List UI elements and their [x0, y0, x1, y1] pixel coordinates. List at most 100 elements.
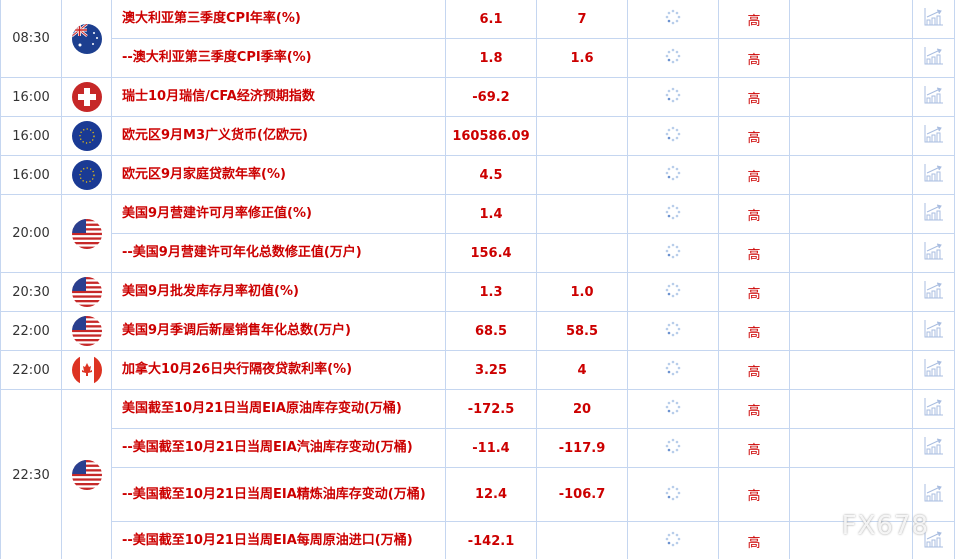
canada-flag-icon: [71, 355, 102, 385]
forecast-value: [536, 155, 628, 195]
event-name[interactable]: 美国9月批发库存月率初值(%): [111, 272, 446, 312]
blank-cell: [789, 428, 913, 468]
event-name[interactable]: 欧元区9月家庭贷款年率(%): [111, 155, 446, 195]
actual-value: [627, 272, 719, 312]
table-row: 08:30 澳大利亚第三季度CPI年率(%) 6.1 7 高: [0, 0, 955, 78]
event-name[interactable]: --美国截至10月21日当周EIA每周原油进口(万桶): [111, 521, 446, 559]
blank-cell: [789, 0, 913, 39]
chart-button[interactable]: [912, 428, 955, 468]
chart-button[interactable]: [912, 194, 955, 234]
bar-chart-icon: [924, 86, 944, 108]
importance: 高: [718, 233, 790, 273]
event-time: 16:00: [0, 77, 62, 117]
event-name[interactable]: 美国截至10月21日当周EIA原油库存变动(万桶): [111, 389, 446, 429]
bar-chart-icon: [924, 164, 944, 186]
event-time: 08:30: [0, 0, 62, 78]
event-name[interactable]: --美国截至10月21日当周EIA汽油库存变动(万桶): [111, 428, 446, 468]
event-name[interactable]: 澳大利亚第三季度CPI年率(%): [111, 0, 446, 39]
actual-value: [627, 38, 719, 78]
bar-chart-icon: [924, 320, 944, 342]
event-time: 22:30: [0, 389, 62, 559]
switzerland-flag-icon: [71, 82, 102, 112]
previous-value: -142.1: [445, 521, 537, 559]
loading-spinner-icon: [665, 485, 681, 505]
bar-chart-icon: [924, 125, 944, 147]
table-row: --美国9月营建许可年化总数修正值(万户) 156.4 高: [1, 233, 955, 273]
chart-button[interactable]: [912, 233, 955, 273]
actual-value: [627, 428, 719, 468]
chart-button[interactable]: [912, 389, 955, 429]
event-name[interactable]: 美国9月季调后新屋销售年化总数(万户): [111, 311, 446, 351]
loading-spinner-icon: [665, 243, 681, 263]
actual-value: [627, 233, 719, 273]
blank-cell: [789, 389, 913, 429]
eu-flag-icon: [71, 160, 102, 190]
chart-button[interactable]: [912, 116, 955, 156]
event-name[interactable]: 加拿大10月26日央行隔夜贷款利率(%): [111, 350, 446, 390]
bar-chart-icon: [924, 398, 944, 420]
loading-spinner-icon: [665, 87, 681, 107]
actual-value: [627, 155, 719, 195]
watermark: FX678: [841, 511, 929, 541]
importance: 高: [718, 467, 790, 522]
previous-value: 6.1: [445, 0, 537, 39]
blank-cell: [789, 77, 913, 117]
chart-button[interactable]: [912, 521, 955, 559]
blank-cell: [789, 311, 913, 351]
chart-button[interactable]: [912, 0, 955, 39]
table-row: --美国截至10月21日当周EIA每周原油进口(万桶) -142.1 高: [1, 521, 955, 559]
previous-value: 4.5: [445, 155, 537, 195]
blank-cell: [789, 155, 913, 195]
event-time: 16:00: [0, 155, 62, 195]
bar-chart-icon: [924, 483, 944, 506]
usa-flag-icon: [71, 218, 102, 249]
event-name[interactable]: 欧元区9月M3广义货币(亿欧元): [111, 116, 446, 156]
importance: 高: [718, 272, 790, 312]
australia-flag-icon: [71, 23, 102, 54]
event-name[interactable]: 瑞士10月瑞信/CFA经济预期指数: [111, 77, 446, 117]
chart-button[interactable]: [912, 311, 955, 351]
table-row: --美国截至10月21日当周EIA精炼油库存变动(万桶) 12.4 -106.7 高: [1, 467, 955, 522]
event-name[interactable]: 美国9月营建许可月率修正值(%): [111, 194, 446, 234]
previous-value: -11.4: [445, 428, 537, 468]
blank-cell: [789, 233, 913, 273]
blank-cell: [789, 194, 913, 234]
forecast-value: -106.7: [536, 467, 628, 522]
table-row: --美国截至10月21日当周EIA汽油库存变动(万桶) -11.4 -117.9 高: [1, 428, 955, 468]
chart-button[interactable]: [912, 155, 955, 195]
blank-cell: [789, 272, 913, 312]
actual-value: [627, 521, 719, 559]
previous-value: -69.2: [445, 77, 537, 117]
table-row: 20:00 美国9月营建许可月率修正值(%) 1.4 高: [0, 194, 955, 273]
importance: 高: [718, 38, 790, 78]
blank-cell: [789, 38, 913, 78]
table-row: 20:30 美国9月批发库存月率初值(%) 1.3 1.0 高: [0, 272, 955, 312]
forecast-value: 1.0: [536, 272, 628, 312]
event-name[interactable]: --美国截至10月21日当周EIA精炼油库存变动(万桶): [111, 467, 446, 522]
chart-button[interactable]: [912, 272, 955, 312]
event-name[interactable]: --澳大利亚第三季度CPI季率(%): [111, 38, 446, 78]
event-time: 22:00: [0, 311, 62, 351]
event-time: 16:00: [0, 116, 62, 156]
loading-spinner-icon: [665, 126, 681, 146]
event-time: 20:00: [0, 194, 62, 273]
loading-spinner-icon: [665, 360, 681, 380]
forecast-value: [536, 233, 628, 273]
forecast-value: 7: [536, 0, 628, 39]
actual-value: [627, 0, 719, 39]
actual-value: [627, 467, 719, 522]
previous-value: 12.4: [445, 467, 537, 522]
chart-button[interactable]: [912, 467, 955, 522]
forecast-value: 4: [536, 350, 628, 390]
chart-button[interactable]: [912, 77, 955, 117]
actual-value: [627, 350, 719, 390]
bar-chart-icon: [924, 47, 944, 69]
loading-spinner-icon: [665, 204, 681, 224]
previous-value: 1.3: [445, 272, 537, 312]
chart-button[interactable]: [912, 38, 955, 78]
bar-chart-icon: [924, 437, 944, 459]
chart-button[interactable]: [912, 350, 955, 390]
forecast-value: [536, 77, 628, 117]
bar-chart-icon: [924, 203, 944, 225]
event-name[interactable]: --美国9月营建许可年化总数修正值(万户): [111, 233, 446, 273]
